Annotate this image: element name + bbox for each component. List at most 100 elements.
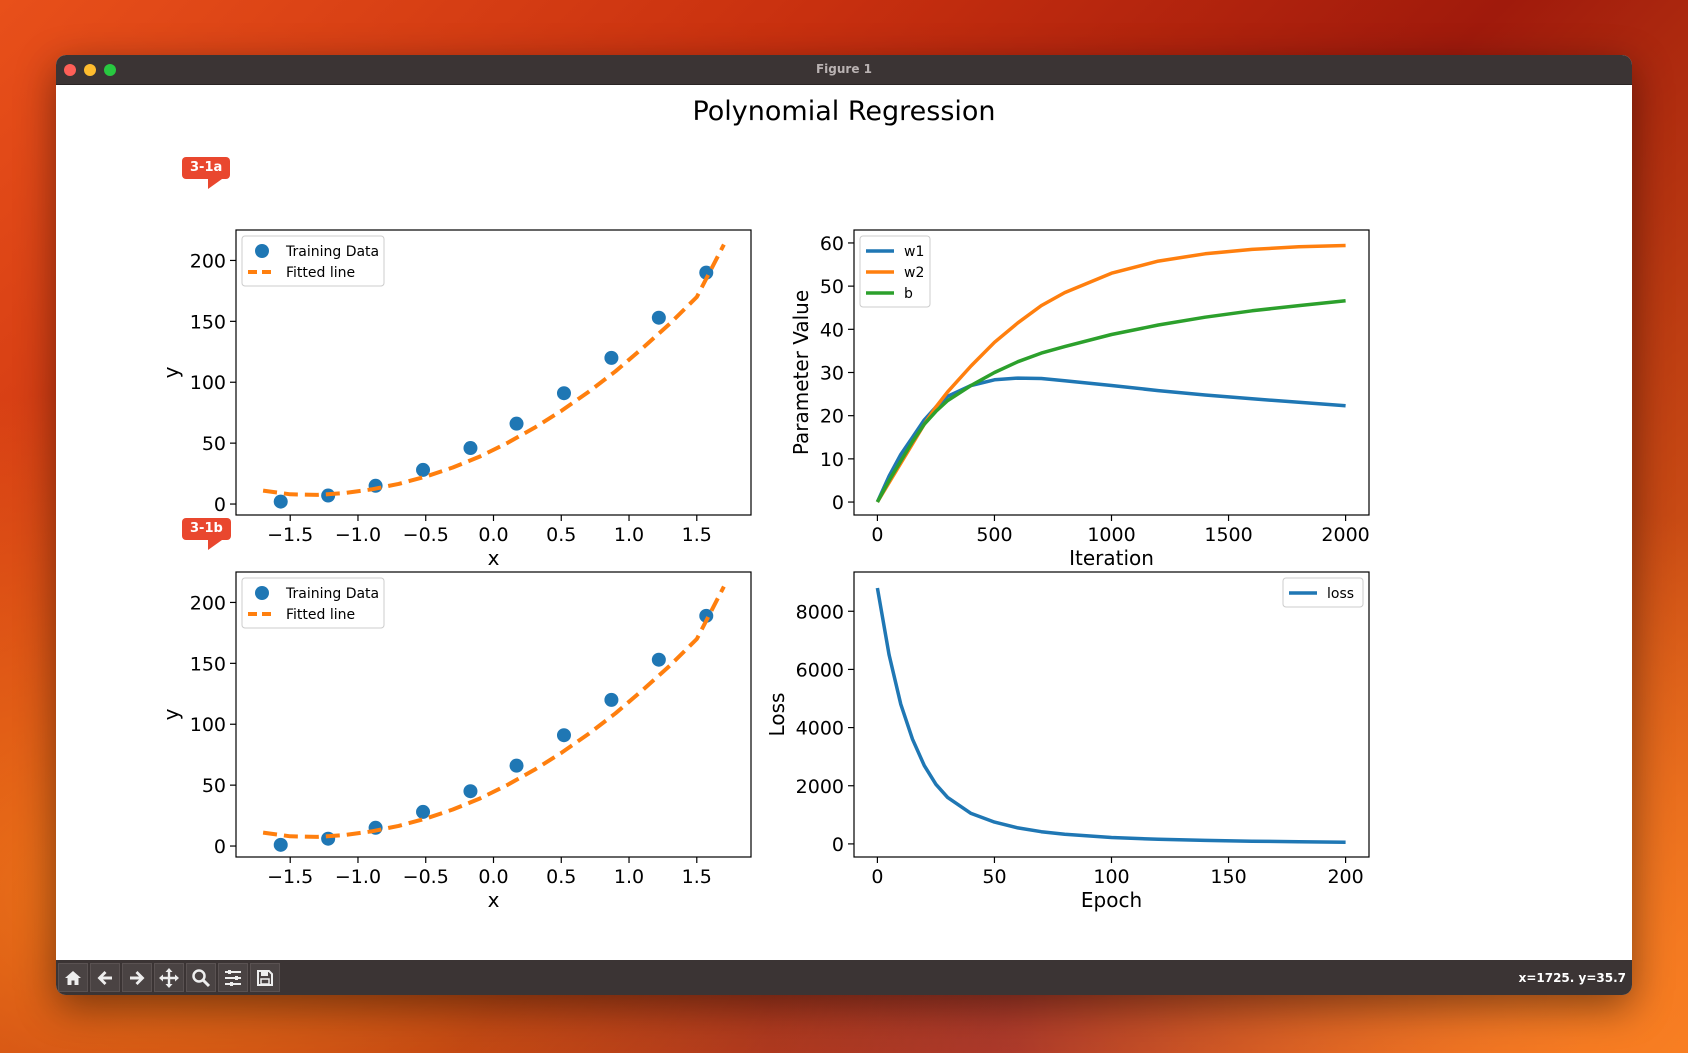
- subplot-fit-b: −1.5 −1.0 −0.5 0.0 0.5 1.0 1.5 0 50 100 150 200 x y Tr…: [159, 571, 752, 912]
- home-icon: [65, 970, 81, 985]
- configure-subplots-icon: [225, 969, 241, 986]
- series-line-w1: [875, 376, 1346, 503]
- save-button[interactable]: [250, 963, 280, 992]
- x-tick-label: −1.0: [335, 866, 381, 888]
- navigation-toolbar: x=1725. y=35.7: [56, 960, 1632, 995]
- subplot-loss: 0 50 100 150 20002000400060008000EpochLosslo…: [765, 571, 1370, 912]
- pan-button[interactable]: [154, 963, 184, 992]
- y-tick-label: 0: [214, 836, 226, 858]
- legend-frame: [241, 235, 385, 287]
- legend: w1 w2 b: [859, 235, 931, 308]
- legend-label: b: [904, 286, 913, 302]
- window-titlebar: Figure 1: [56, 55, 1632, 85]
- legend-label: Fitted line: [286, 265, 355, 281]
- close-window-button[interactable]: [64, 64, 76, 76]
- x-tick-label: 1000: [1087, 524, 1135, 546]
- x-tick-label: 0.5: [546, 866, 576, 888]
- x-tick-label: 150: [1210, 866, 1246, 888]
- data-point: [273, 494, 288, 509]
- forward-button[interactable]: [122, 963, 152, 992]
- series-line-fitted-line: [262, 243, 726, 497]
- legend: loss: [1282, 577, 1364, 608]
- data-point: [651, 652, 666, 667]
- x-tick-label: −0.5: [403, 524, 449, 546]
- subplot-badge-a: 3-1a: [182, 157, 231, 189]
- legend-label: loss: [1327, 586, 1354, 602]
- y-tick-label: 0: [214, 494, 226, 516]
- y-axis-label: Loss: [765, 693, 789, 737]
- x-tick-label: 200: [1327, 866, 1363, 888]
- y-tick-label: 6000: [796, 659, 844, 681]
- y-axis-label: y: [159, 708, 183, 720]
- y-axis-label: y: [159, 366, 183, 378]
- data-point: [699, 608, 714, 623]
- figure-title: Polynomial Regression: [692, 96, 995, 127]
- subplot-params: 0 500 1000 1500 2000 0 10 20 30 40 50 60 Iteration Pa…: [789, 229, 1370, 570]
- axes-frame: [853, 571, 1370, 858]
- x-tick-label: 1.5: [682, 866, 712, 888]
- legend-frame: [1282, 577, 1364, 608]
- x-axis-label: Epoch: [1081, 888, 1142, 912]
- data-point: [556, 728, 571, 743]
- y-tick-label: 4000: [796, 718, 844, 740]
- x-tick-label: 1500: [1204, 524, 1252, 546]
- legend-frame: [859, 235, 931, 308]
- x-tick-label: 100: [1093, 866, 1129, 888]
- save-icon: [257, 969, 273, 986]
- x-axis-label: x: [488, 546, 500, 570]
- zoom-button[interactable]: [186, 963, 216, 992]
- x-axis-label: Iteration: [1069, 546, 1154, 570]
- x-tick-label: −1.0: [335, 524, 381, 546]
- minimize-window-button[interactable]: [84, 64, 96, 76]
- forward-icon: [130, 970, 145, 985]
- back-button[interactable]: [90, 963, 120, 992]
- legend-label: Training Data: [285, 586, 379, 602]
- x-axis-label: x: [488, 888, 500, 912]
- subplot-fit-a: −1.5 −1.0 −0.5 0.0 0.5 1.0 1.5 0 50 100 150 200 x y Tr…: [159, 229, 752, 570]
- data-point: [651, 310, 666, 325]
- x-tick-label: 50: [982, 866, 1006, 888]
- y-tick-label: 2000: [796, 776, 844, 798]
- legend: Training Data Fitted line: [241, 235, 385, 287]
- zoom-icon: [192, 968, 211, 987]
- x-tick-label: 0: [871, 866, 883, 888]
- legend: Training Data Fitted line: [241, 577, 385, 629]
- series-line-loss: [875, 587, 1346, 844]
- y-axis-label: Parameter Value: [789, 290, 813, 455]
- cursor-coordinates: x=1725. y=35.7: [1518, 971, 1626, 985]
- window-title: Figure 1: [815, 62, 873, 76]
- data-point: [604, 350, 619, 365]
- y-tick-label: 0: [832, 492, 844, 514]
- x-tick-label: −1.5: [267, 524, 313, 546]
- data-point: [463, 784, 478, 799]
- configure-subplots-button[interactable]: [218, 963, 248, 992]
- x-tick-label: 0.0: [478, 524, 508, 546]
- x-tick-label: 500: [976, 524, 1012, 546]
- y-tick-label: 50: [202, 775, 226, 797]
- y-tick-label: 150: [190, 653, 226, 675]
- series-line-b: [875, 299, 1346, 503]
- y-tick-label: 200: [190, 592, 226, 614]
- series-line-w2: [875, 243, 1346, 503]
- x-tick-label: 1.0: [614, 866, 644, 888]
- data-point: [509, 758, 524, 773]
- legend-label: w1: [904, 244, 924, 260]
- figure-canvas[interactable]: Polynomial Regression −1.5 −1.0 −0.5 0.0 0.5…: [56, 84, 1632, 950]
- pan-icon: [159, 967, 179, 988]
- legend-label: Training Data: [285, 244, 379, 260]
- back-icon: [97, 970, 112, 985]
- x-tick-label: 1.5: [682, 524, 712, 546]
- y-tick-label: 60: [820, 233, 844, 255]
- y-tick-label: 8000: [796, 601, 844, 623]
- x-tick-label: −0.5: [403, 866, 449, 888]
- data-point: [556, 386, 571, 401]
- data-point: [416, 462, 431, 477]
- home-button[interactable]: [58, 963, 88, 992]
- legend-marker: [255, 586, 269, 600]
- y-tick-label: 50: [202, 433, 226, 455]
- y-tick-label: 100: [190, 714, 226, 736]
- zoom-window-button[interactable]: [104, 64, 116, 76]
- x-tick-label: 2000: [1321, 524, 1369, 546]
- y-tick-label: 20: [820, 406, 844, 428]
- y-tick-label: 100: [190, 372, 226, 394]
